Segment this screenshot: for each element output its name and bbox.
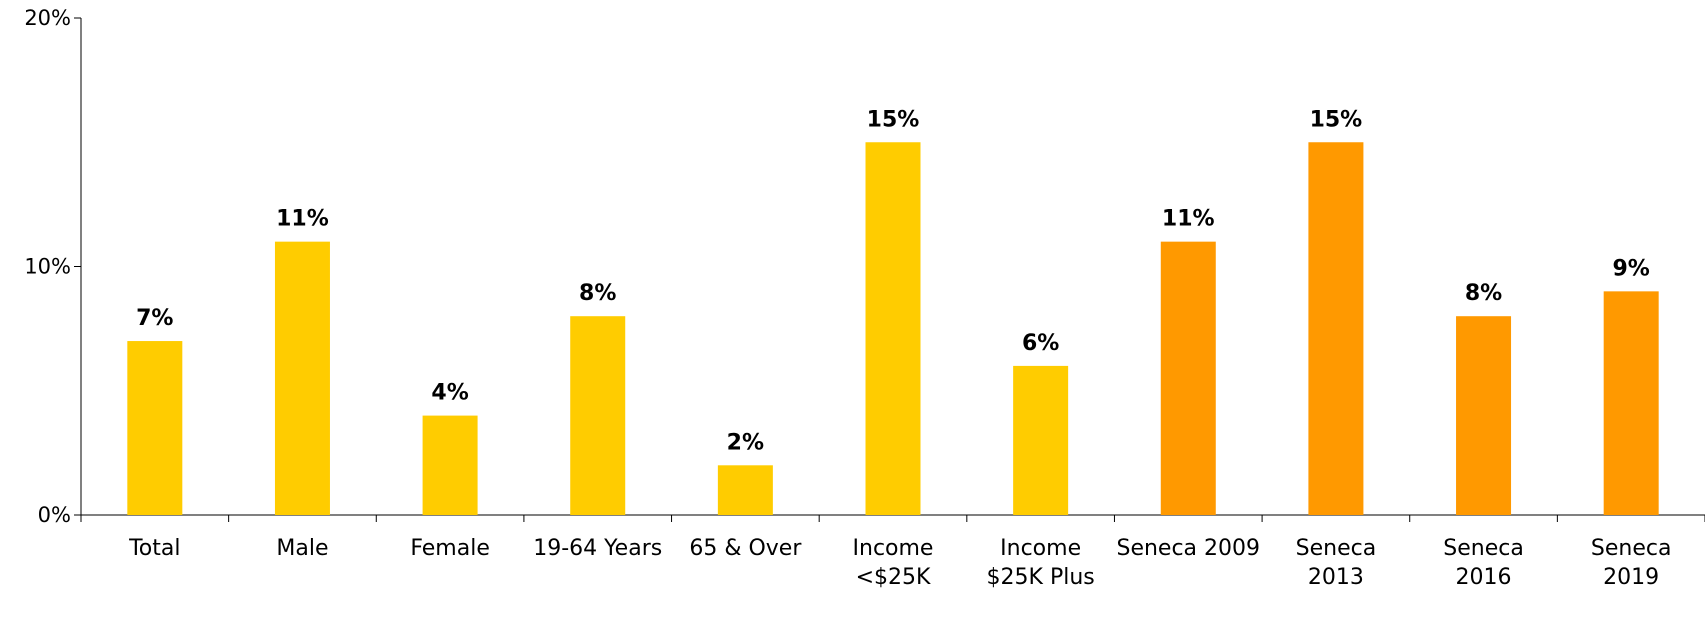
bar <box>570 316 626 515</box>
value-label: 9% <box>1613 256 1650 281</box>
category-label: 2019 <box>1603 565 1659 590</box>
bar <box>1456 316 1512 515</box>
category-label: Male <box>276 536 328 561</box>
category-label: Seneca <box>1443 536 1524 561</box>
bar <box>274 241 330 515</box>
value-label: 8% <box>1465 281 1502 306</box>
bar <box>717 465 773 515</box>
value-label: 11% <box>276 207 329 232</box>
category-labels: Total Male Female 19-64 Years 65 & Over Incom… <box>128 536 1671 590</box>
value-label: 6% <box>1022 331 1059 356</box>
y-tick-label: 20% <box>24 6 71 30</box>
value-label: 7% <box>136 306 173 331</box>
category-label: <$25K <box>856 565 931 590</box>
bars <box>127 142 1659 515</box>
value-label: 2% <box>727 430 764 455</box>
category-label: Seneca <box>1591 536 1672 561</box>
value-label: 15% <box>1310 107 1363 132</box>
value-labels: 7% 11% 4% 8% 2% 15% 6% 11% 15% 8% 9% <box>136 107 1650 455</box>
category-label: Seneca <box>1296 536 1377 561</box>
y-tick-label: 0% <box>38 503 71 527</box>
category-label: Income <box>1000 536 1081 561</box>
category-label: Income <box>853 536 934 561</box>
bar <box>127 341 183 515</box>
category-label: 2013 <box>1308 565 1364 590</box>
category-label: $25K Plus <box>987 565 1095 590</box>
category-label: Female <box>410 536 490 561</box>
bar <box>865 142 921 515</box>
bar <box>1308 142 1364 515</box>
bar <box>1160 241 1216 515</box>
bar <box>422 415 478 515</box>
value-label: 4% <box>431 381 468 406</box>
category-label: 19-64 Years <box>533 536 662 561</box>
category-label: Total <box>128 536 180 561</box>
value-label: 8% <box>579 281 616 306</box>
bar <box>1603 291 1659 515</box>
x-axis <box>80 514 1705 522</box>
y-axis: 0% 10% 20% <box>24 6 82 527</box>
y-tick-label: 10% <box>24 255 71 279</box>
bar <box>1013 365 1069 515</box>
value-label: 11% <box>1162 207 1215 232</box>
category-label: Seneca 2009 <box>1116 536 1260 561</box>
category-label: 2016 <box>1456 565 1512 590</box>
value-label: 15% <box>867 107 920 132</box>
category-label: 65 & Over <box>689 536 802 561</box>
